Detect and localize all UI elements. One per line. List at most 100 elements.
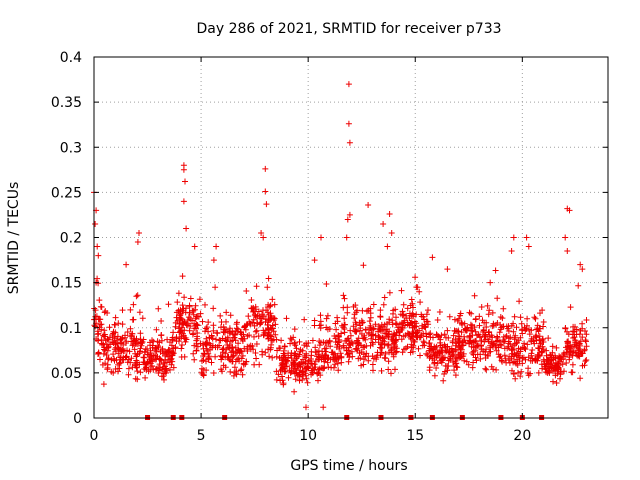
data-point — [377, 344, 383, 351]
data-point — [160, 373, 167, 380]
data-point — [503, 359, 510, 366]
data-point — [101, 333, 108, 340]
data-point — [142, 346, 149, 353]
data-point — [542, 366, 549, 373]
data-point — [510, 359, 517, 366]
data-point — [486, 348, 493, 355]
data-point — [128, 333, 135, 340]
data-point — [178, 327, 185, 334]
data-point — [221, 326, 228, 333]
data-point — [227, 357, 234, 364]
data-point — [301, 352, 308, 359]
data-point — [208, 359, 215, 366]
data-point — [341, 315, 348, 322]
data-point — [345, 120, 352, 127]
data-point — [94, 275, 101, 282]
y-tick-label: 0 — [73, 411, 82, 427]
data-point — [218, 324, 224, 331]
data-point — [133, 293, 140, 300]
data-point — [186, 302, 193, 309]
data-point — [383, 326, 390, 333]
data-point — [315, 377, 321, 384]
data-point — [438, 359, 445, 366]
data-point — [378, 367, 385, 374]
data-point — [94, 243, 101, 250]
data-point — [511, 336, 518, 343]
data-point — [272, 331, 279, 338]
data-point — [480, 348, 487, 355]
data-point — [423, 318, 430, 325]
data-point — [489, 309, 496, 316]
data-point — [460, 353, 467, 360]
data-point — [115, 368, 121, 375]
data-point — [330, 356, 336, 363]
data-point — [579, 325, 586, 332]
data-point — [336, 343, 343, 350]
data-point — [190, 330, 197, 337]
data-point — [525, 354, 532, 361]
data-point — [268, 341, 275, 348]
data-point — [487, 279, 494, 286]
data-point — [235, 355, 242, 362]
data-point — [562, 234, 569, 241]
data-point — [324, 312, 331, 319]
data-point — [444, 266, 451, 273]
data-point — [565, 331, 572, 338]
data-point — [95, 351, 101, 357]
data-point — [451, 316, 458, 323]
data-point — [169, 337, 176, 344]
data-point — [224, 334, 231, 341]
data-point — [291, 326, 298, 333]
data-point — [346, 139, 353, 146]
data-point — [393, 348, 400, 355]
data-point — [549, 343, 556, 350]
data-point — [299, 347, 306, 354]
data-point — [519, 355, 526, 362]
data-point — [583, 317, 590, 323]
data-point — [265, 346, 272, 353]
data-point — [290, 334, 297, 341]
data-point — [129, 316, 136, 323]
data-point — [278, 360, 285, 367]
data-point — [152, 366, 159, 373]
data-point — [474, 342, 481, 349]
data-point — [266, 353, 273, 360]
data-point — [374, 349, 381, 356]
data-point — [332, 361, 339, 368]
data-point — [191, 356, 198, 363]
data-point — [508, 248, 515, 254]
data-point — [392, 366, 398, 373]
data-point — [262, 188, 269, 195]
data-point — [454, 364, 461, 371]
data-point — [417, 299, 424, 306]
data-point — [543, 352, 550, 359]
data-point — [358, 331, 365, 337]
data-point — [292, 376, 299, 383]
data-point — [285, 374, 292, 381]
data-point — [367, 314, 374, 321]
data-point — [117, 359, 124, 366]
data-point — [365, 202, 372, 208]
data-point — [142, 349, 149, 356]
data-point — [137, 339, 144, 346]
data-point — [478, 342, 484, 349]
data-point — [162, 368, 169, 375]
data-point — [113, 348, 119, 355]
data-point — [531, 314, 538, 321]
data-point — [533, 337, 540, 344]
data-point — [285, 354, 292, 361]
data-point — [534, 354, 541, 361]
data-point — [494, 333, 500, 340]
data-point — [391, 330, 397, 337]
data-point — [222, 337, 229, 344]
data-point — [408, 296, 415, 303]
data-point — [576, 331, 583, 338]
data-point — [264, 284, 271, 291]
data-point — [307, 361, 314, 367]
data-point — [496, 329, 503, 336]
x-tick-labels: 0 5 10 15 20 — [90, 428, 532, 444]
data-point — [92, 323, 99, 330]
data-point — [166, 352, 173, 359]
data-point — [410, 337, 417, 344]
data-point — [528, 327, 535, 334]
